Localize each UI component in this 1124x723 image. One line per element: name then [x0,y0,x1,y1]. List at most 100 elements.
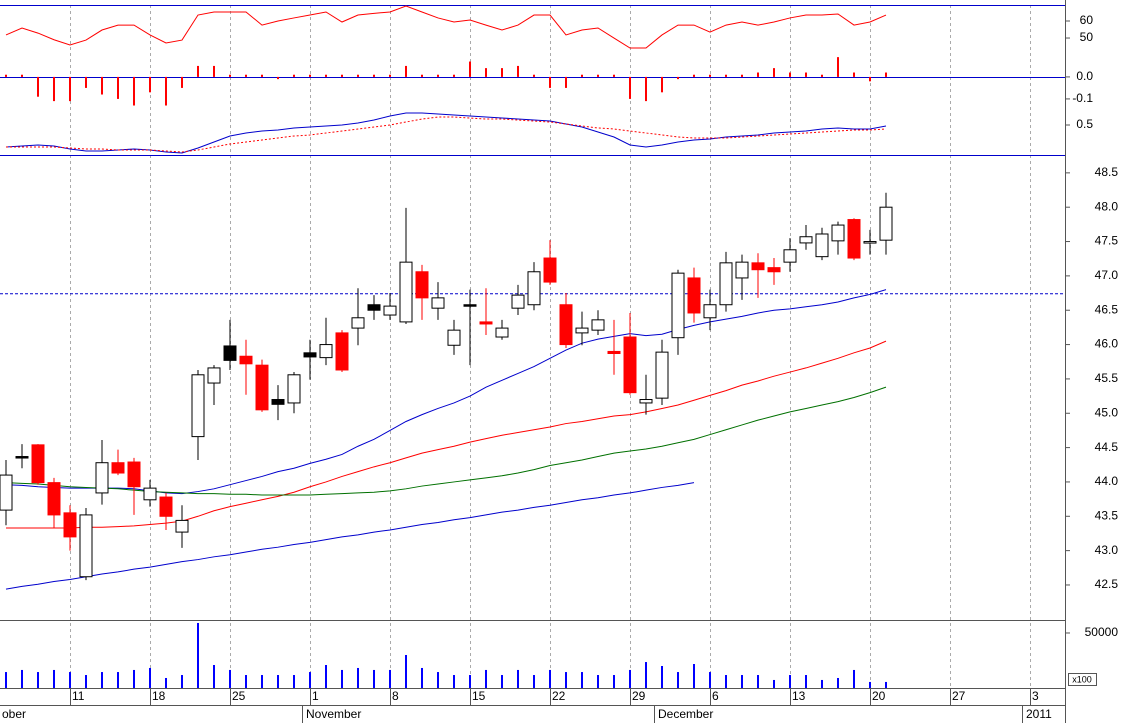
bar [469,675,471,688]
bar [85,76,87,88]
bar [197,65,199,77]
bar [517,65,519,77]
x-tick-label: 11 [72,689,85,703]
candle-body [799,236,813,244]
bar [53,669,55,688]
candle-body [879,206,893,241]
bar [805,675,807,688]
candle-body [367,304,381,311]
bar [117,76,119,99]
candle-body [591,319,605,331]
bar [885,72,887,77]
y-tick-label: 43.5 [1095,508,1119,522]
bar [469,61,471,77]
unit-box [1068,673,1097,686]
bar [101,672,103,688]
y-tick-label: 45.5 [1095,371,1119,385]
bar [773,68,775,77]
bar [613,74,615,77]
bar [341,74,343,77]
candle-body [159,496,173,517]
y-tick-label: 50 [1080,30,1094,44]
bar [389,74,391,77]
bar [597,74,599,77]
bar [149,667,151,688]
y-tick-label: 48.0 [1095,199,1119,213]
bar [357,667,359,688]
bar [789,675,791,688]
bar [501,68,503,77]
candle-body [207,367,221,384]
y-tick-label: 0.5 [1076,117,1093,131]
bar [821,679,823,688]
line-series [6,340,887,529]
candle-body [863,241,877,244]
bar [501,675,503,688]
candle-body [655,351,669,399]
bar [773,679,775,688]
bar [341,669,343,688]
bar [213,665,215,688]
y-tick-label: 46.5 [1095,302,1119,316]
bar [869,76,871,82]
candle-body [31,444,45,484]
bar [453,74,455,77]
bar [325,74,327,77]
y-tick-label: 48.5 [1095,165,1119,179]
bar [693,664,695,688]
bar [517,669,519,688]
candle-body [639,399,653,404]
bar [405,65,407,77]
candle-body [335,332,349,371]
bar [629,669,631,688]
candle-body [703,304,717,319]
bar [53,76,55,102]
bar [533,675,535,688]
y-tick-label: 60 [1080,13,1094,27]
bar [485,669,487,688]
line-series [5,482,695,590]
candle-body [431,297,445,309]
bar [149,76,151,93]
bar [181,76,183,88]
x-tick-label: 6 [712,689,719,703]
bar [741,675,743,688]
bar [293,675,295,688]
bar [709,672,711,688]
candle-body [559,304,573,346]
bar [805,72,807,77]
candle-body [735,261,749,279]
bar [261,74,263,77]
bar [69,672,71,688]
bar [597,675,599,688]
bar [229,74,231,77]
candle-body [15,456,29,459]
bar [645,662,647,688]
x-tick-label: 29 [632,689,646,703]
month-label: ober [2,707,26,721]
candle-body [751,262,765,271]
line-series [5,5,887,49]
x-tick-label: 18 [152,689,166,703]
candle-body [287,374,301,404]
bar [373,669,375,688]
x-tick-label: 15 [472,689,486,703]
candle-body [111,462,125,474]
bar [533,74,535,77]
x-tick-label: 3 [1032,689,1039,703]
bar [565,76,567,88]
candle-body [719,262,733,306]
candle-body [447,329,461,346]
bar [245,675,247,688]
bar [741,74,743,77]
bar [693,74,695,77]
bar [757,675,759,688]
y-tick-label: 0.0 [1076,69,1093,83]
bar [757,72,759,77]
bar [885,681,887,688]
bar [117,672,119,688]
month-label: 2011 [1026,707,1052,721]
candle-body [79,514,93,578]
candle-body [175,519,189,533]
